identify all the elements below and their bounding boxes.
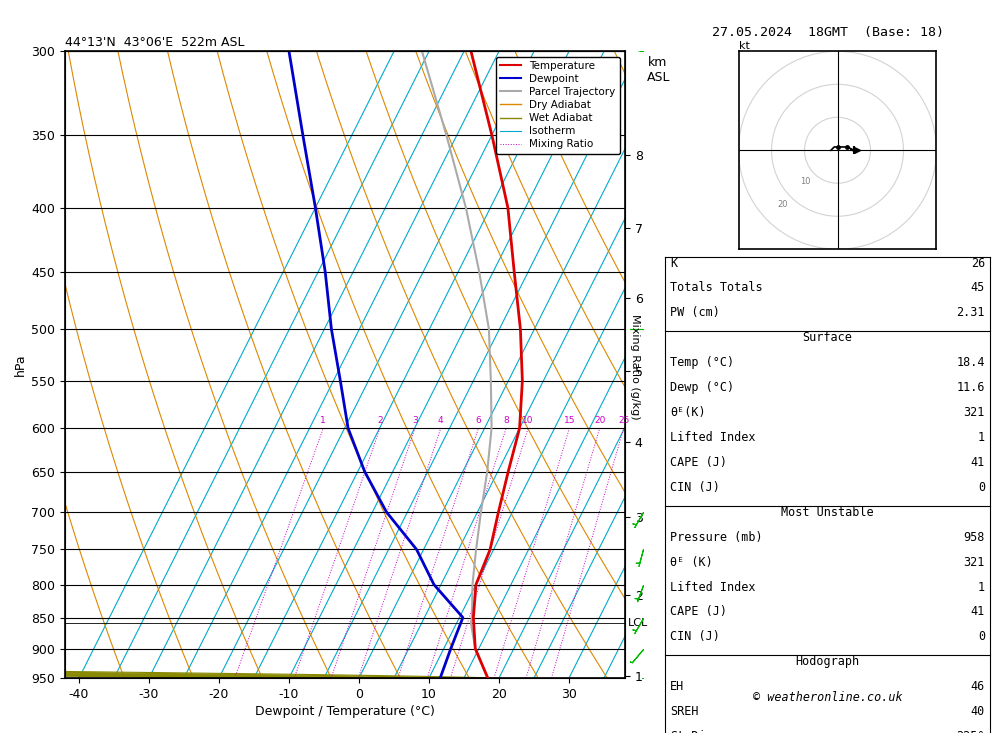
Text: Totals Totals: Totals Totals — [670, 281, 763, 295]
Text: 321: 321 — [964, 406, 985, 419]
Text: CIN (J): CIN (J) — [670, 630, 720, 644]
Text: Surface: Surface — [803, 331, 852, 345]
Text: 3: 3 — [412, 416, 418, 425]
Text: kt: kt — [739, 40, 749, 51]
Text: 1: 1 — [978, 581, 985, 594]
Text: 40: 40 — [971, 705, 985, 718]
Text: θᴱ (K): θᴱ (K) — [670, 556, 713, 569]
Text: Temp (°C): Temp (°C) — [670, 356, 734, 369]
Text: Lifted Index: Lifted Index — [670, 431, 756, 444]
Text: 20: 20 — [594, 416, 605, 425]
Text: CAPE (J): CAPE (J) — [670, 456, 727, 469]
Text: Hodograph: Hodograph — [795, 655, 860, 668]
Text: © weatheronline.co.uk: © weatheronline.co.uk — [753, 690, 902, 704]
Text: 1: 1 — [320, 416, 326, 425]
Text: 26: 26 — [971, 257, 985, 270]
Text: 41: 41 — [971, 456, 985, 469]
Text: 10: 10 — [522, 416, 534, 425]
Text: SREH: SREH — [670, 705, 698, 718]
Text: StmDir: StmDir — [670, 730, 713, 733]
Text: 27.05.2024  18GMT  (Base: 18): 27.05.2024 18GMT (Base: 18) — [712, 26, 944, 39]
Text: 44°13'N  43°06'E  522m ASL: 44°13'N 43°06'E 522m ASL — [65, 36, 244, 49]
Text: 4: 4 — [438, 416, 444, 425]
Y-axis label: hPa: hPa — [14, 353, 27, 376]
X-axis label: Dewpoint / Temperature (°C): Dewpoint / Temperature (°C) — [255, 705, 435, 718]
Text: 0: 0 — [978, 630, 985, 644]
Text: 1: 1 — [978, 431, 985, 444]
Text: 10: 10 — [800, 177, 811, 186]
Text: 321: 321 — [964, 556, 985, 569]
Text: 6: 6 — [476, 416, 481, 425]
Legend: Temperature, Dewpoint, Parcel Trajectory, Dry Adiabat, Wet Adiabat, Isotherm, Mi: Temperature, Dewpoint, Parcel Trajectory… — [496, 56, 620, 154]
Text: 41: 41 — [971, 605, 985, 619]
Text: CIN (J): CIN (J) — [670, 481, 720, 494]
Text: CAPE (J): CAPE (J) — [670, 605, 727, 619]
Text: 8: 8 — [503, 416, 509, 425]
Text: 25: 25 — [618, 416, 629, 425]
Text: PW (cm): PW (cm) — [670, 306, 720, 320]
Y-axis label: km
ASL: km ASL — [647, 56, 671, 84]
Text: Pressure (mb): Pressure (mb) — [670, 531, 763, 544]
Text: 15: 15 — [564, 416, 575, 425]
Text: 11.6: 11.6 — [956, 381, 985, 394]
Text: 958: 958 — [964, 531, 985, 544]
Text: Dewp (°C): Dewp (°C) — [670, 381, 734, 394]
Text: K: K — [670, 257, 677, 270]
Text: 18.4: 18.4 — [956, 356, 985, 369]
Text: Lifted Index: Lifted Index — [670, 581, 756, 594]
Text: Mixing Ratio (g/kg): Mixing Ratio (g/kg) — [630, 314, 640, 419]
Text: θᴱ(K): θᴱ(K) — [670, 406, 706, 419]
Text: 2.31: 2.31 — [956, 306, 985, 320]
Text: EH: EH — [670, 680, 684, 693]
Text: Most Unstable: Most Unstable — [781, 506, 874, 519]
Text: 0: 0 — [978, 481, 985, 494]
Text: 2: 2 — [377, 416, 383, 425]
Text: 225°: 225° — [956, 730, 985, 733]
Text: LCL: LCL — [628, 618, 648, 627]
Text: 46: 46 — [971, 680, 985, 693]
Text: 20: 20 — [777, 200, 788, 209]
Text: 45: 45 — [971, 281, 985, 295]
